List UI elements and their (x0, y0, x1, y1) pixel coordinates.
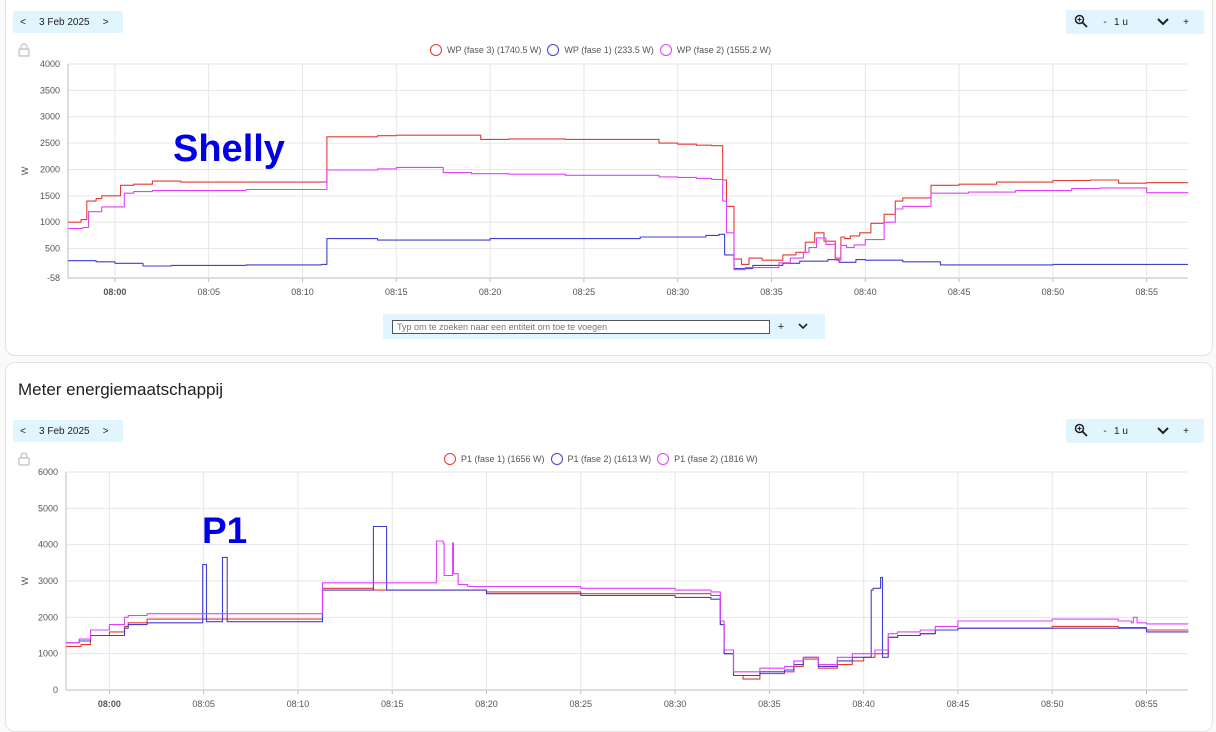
next-date-button[interactable]: > (102, 425, 109, 437)
legend-label: P1 (fase 1) (1656 W) (461, 454, 545, 464)
x-tick-label: 08:35 (758, 699, 781, 709)
y-tick-label: 1500 (40, 191, 60, 201)
chevron-down-icon[interactable] (792, 321, 814, 333)
x-tick-label: 08:15 (381, 699, 404, 709)
legend-swatch (547, 44, 560, 56)
series-line-3[interactable] (68, 166, 1189, 271)
prev-date-button[interactable]: < (20, 425, 26, 437)
x-tick-label: 08:30 (666, 287, 689, 297)
y-tick-label: 2500 (40, 138, 60, 148)
y-tick-label: 4000 (38, 540, 58, 550)
y-tick-label: 2000 (38, 612, 58, 622)
shelly-card (5, 0, 1213, 356)
y-tick-label: 0 (53, 685, 58, 695)
shelly-overlay-label: Shelly (173, 128, 285, 170)
date-picker: < 3 Feb 2025 > (13, 11, 123, 33)
x-tick-label: 08:25 (573, 287, 596, 297)
legend-label: WP (fase 2) (1555.2 W) (676, 45, 772, 55)
series-line-1[interactable] (68, 134, 1188, 265)
y-tick-label: -58 (47, 273, 60, 283)
legend-swatch (657, 453, 670, 465)
p1-overlay-label: P1 (202, 510, 248, 551)
y-axis-label: W (20, 576, 30, 585)
legend-label: WP (fase 3) (1740.5 W) (447, 45, 542, 55)
y-tick-label: 3500 (40, 85, 60, 95)
y-tick-label: 5000 (38, 503, 58, 513)
y-tick-label: 500 (45, 244, 60, 254)
x-tick-label: 08:45 (947, 699, 970, 709)
chart-legend: WP (fase 3) (1740.5 W) WP (fase 1) (233.5… (430, 44, 777, 56)
zoom-in-icon[interactable] (1066, 14, 1096, 31)
zoom-in-icon[interactable] (1066, 423, 1096, 440)
x-tick-label: 08:00 (103, 287, 126, 297)
x-tick-label: 08:25 (570, 699, 593, 709)
entity-search-input[interactable] (392, 319, 770, 334)
legend-item[interactable]: WP (fase 1) (233.5 W) (547, 44, 654, 56)
next-date-button[interactable]: > (102, 16, 109, 28)
prev-date-button[interactable]: < (20, 16, 26, 28)
x-tick-label: 08:55 (1135, 287, 1158, 297)
x-tick-label: 08:40 (854, 287, 877, 297)
x-tick-label: 08:50 (1042, 287, 1065, 297)
x-tick-label: 08:35 (760, 287, 783, 297)
legend-item[interactable]: P1 (fase 2) (1613 W) (550, 453, 652, 465)
y-tick-label: 4000 (40, 59, 60, 69)
legend-label: P1 (fase 2) (1613 W) (567, 454, 652, 464)
legend-item[interactable]: P1 (fase 2) (1816 W) (657, 453, 758, 465)
date-picker: < 3 Feb 2025 > (13, 420, 123, 442)
x-tick-label: 08:10 (287, 699, 310, 709)
entity-search-bar: + (383, 314, 825, 339)
x-tick-label: 08:15 (385, 287, 408, 297)
zoom-plus-button[interactable]: + (1183, 16, 1189, 28)
shelly-power-chart: -58 500 1000 1500 2000 2500 3000 3500 4000 08:00 0… (20, 59, 1189, 297)
legend-swatch (550, 453, 563, 465)
series-line-2[interactable] (68, 233, 1188, 270)
zoom-controls: - 1 u + (1066, 419, 1204, 443)
add-entity-button[interactable]: + (777, 320, 785, 333)
y-axis-label: W (20, 166, 30, 175)
legend-item[interactable]: P1 (fase 1) (1656 W) (444, 453, 545, 465)
chevron-down-icon[interactable] (1150, 424, 1176, 438)
legend-swatch (430, 44, 442, 56)
chevron-down-icon[interactable] (1150, 15, 1176, 29)
zoom-minus-button[interactable]: - (1103, 425, 1107, 437)
zoom-minus-button[interactable]: - (1103, 16, 1107, 28)
legend-swatch (444, 453, 456, 465)
zoom-plus-button[interactable]: + (1183, 425, 1189, 437)
x-tick-label: 08:40 (852, 699, 875, 709)
legend-item[interactable]: WP (fase 3) (1740.5 W) (430, 44, 541, 56)
x-tick-label: 08:20 (479, 287, 502, 297)
chart-legend: P1 (fase 1) (1656 W) P1 (fase 2) (1613 W)… (444, 453, 764, 465)
x-tick-label: 08:05 (192, 699, 215, 709)
legend-item[interactable]: WP (fase 2) (1555.2 W) (659, 44, 772, 56)
x-tick-label: 08:45 (948, 287, 971, 297)
x-tick-label: 08:00 (98, 699, 121, 709)
date-label[interactable]: 3 Feb 2025 (39, 425, 90, 437)
zoom-value: 1 u (1114, 425, 1128, 437)
y-tick-label: 3000 (38, 576, 58, 586)
date-label[interactable]: 3 Feb 2025 (39, 16, 90, 28)
series-line-3[interactable] (66, 540, 1189, 673)
card-title: Meter energiemaatschappij (18, 380, 224, 399)
x-tick-label: 08:30 (664, 699, 687, 709)
zoom-controls: - 1 u + (1066, 10, 1204, 34)
x-tick-label: 08:50 (1041, 699, 1064, 709)
y-tick-label: 3000 (40, 112, 60, 122)
x-tick-label: 08:10 (291, 287, 314, 297)
x-tick-label: 08:55 (1135, 699, 1158, 709)
legend-swatch (659, 44, 672, 56)
legend-label: P1 (fase 2) (1816 W) (674, 454, 758, 464)
lock-icon[interactable] (18, 43, 32, 57)
y-tick-label: 6000 (38, 467, 58, 477)
series-line-1[interactable] (66, 587, 1189, 680)
y-tick-label: 1000 (40, 217, 60, 227)
lock-icon[interactable] (18, 452, 32, 466)
legend-label: WP (fase 1) (233.5 W) (564, 45, 654, 55)
x-tick-label: 08:05 (197, 287, 220, 297)
y-tick-label: 1000 (38, 649, 58, 659)
x-tick-label: 08:20 (475, 699, 498, 709)
y-tick-label: 2000 (40, 164, 60, 174)
zoom-value: 1 u (1114, 16, 1128, 28)
